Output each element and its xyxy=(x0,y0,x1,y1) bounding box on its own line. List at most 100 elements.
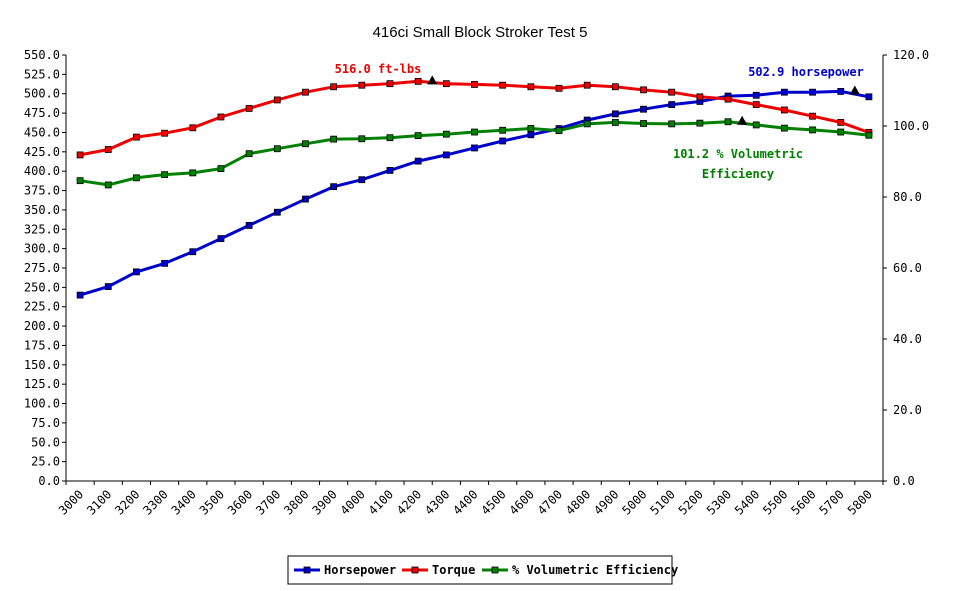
x-tick-label: 4700 xyxy=(535,487,565,517)
y-right-tick-label: 20.0 xyxy=(893,403,922,417)
series-point xyxy=(414,77,422,85)
series-point xyxy=(668,101,676,108)
series-point xyxy=(358,135,366,143)
y-left-tick-label: 175.0 xyxy=(24,338,60,352)
x-tick-label: 5600 xyxy=(788,487,818,517)
series-point xyxy=(414,157,422,165)
series-point xyxy=(76,177,84,185)
x-tick-label: 5200 xyxy=(676,487,706,517)
y-left-tick-label: 25.0 xyxy=(31,455,60,469)
series-point xyxy=(809,88,816,96)
x-tick-label: 4400 xyxy=(450,487,480,517)
x-tick-label: 3700 xyxy=(253,487,283,517)
annotation-label: 516.0 ft-lbs xyxy=(335,62,422,76)
series-point xyxy=(386,167,394,174)
series-point xyxy=(837,88,845,95)
x-tick-label: 3900 xyxy=(309,487,339,517)
axes: 0.0 25.0 50.0 75.0 100.0 125.0 150.0 175.0 200.0… xyxy=(24,48,929,518)
legend-swatch-marker xyxy=(411,566,419,574)
series-point xyxy=(809,112,816,120)
series-point xyxy=(217,165,225,173)
x-tick-label: 4300 xyxy=(422,487,452,517)
series-line xyxy=(79,89,870,297)
x-tick-label: 3200 xyxy=(112,487,142,517)
series-point xyxy=(611,119,619,126)
legend-item: Torque xyxy=(402,563,475,577)
series-point xyxy=(499,126,507,134)
legend-box xyxy=(287,555,673,585)
series-point xyxy=(189,124,197,132)
series-point xyxy=(640,120,647,127)
series-point xyxy=(640,105,647,113)
series-layer xyxy=(76,77,873,299)
y-right-tick-label: 0.0 xyxy=(893,474,915,488)
series-point xyxy=(865,93,873,101)
x-tick-label: 4600 xyxy=(507,487,537,517)
legend-swatch-marker xyxy=(303,566,311,574)
x-tick-label: 3400 xyxy=(169,487,199,517)
x-tick-label: 5000 xyxy=(619,487,649,517)
y-left-tick-label: 550.0 xyxy=(24,48,60,62)
legend-label: Horsepower xyxy=(324,563,396,577)
x-tick-label: 3000 xyxy=(56,487,86,517)
y-left-tick-label: 100.0 xyxy=(24,397,60,411)
x-tick-label: 3500 xyxy=(197,487,227,517)
annotation-marker xyxy=(737,115,748,125)
series-point xyxy=(499,81,507,89)
y-left-tick-label: 200.0 xyxy=(24,319,60,333)
series-point xyxy=(104,283,112,290)
series-point xyxy=(302,195,309,203)
y-right-tick-label: 60.0 xyxy=(893,261,922,275)
y-left-tick-label: 450.0 xyxy=(24,125,60,139)
series-point xyxy=(104,146,112,153)
x-tick-label: 3600 xyxy=(225,487,255,517)
series-point xyxy=(161,129,169,137)
y-left-tick-label: 225.0 xyxy=(24,300,60,314)
y-left-tick-label: 50.0 xyxy=(31,435,60,449)
series-2 xyxy=(76,118,873,189)
y-right-tick-label: 40.0 xyxy=(893,332,922,346)
series-point xyxy=(104,181,112,189)
series-line xyxy=(79,79,870,157)
series-point xyxy=(442,80,450,88)
y-left-tick-label: 475.0 xyxy=(24,106,60,120)
series-point xyxy=(527,131,535,139)
x-tick-label: 4500 xyxy=(478,487,508,517)
x-tick-label: 5500 xyxy=(760,487,790,517)
series-point xyxy=(809,126,816,134)
x-tick-label: 5700 xyxy=(817,487,847,517)
annotation-layer: 516.0 ft-lbs 502.9 horsepower 101.2 % Volu… xyxy=(335,62,864,181)
legend-item: Horsepower xyxy=(294,563,396,577)
y-right-tick-label: 100.0 xyxy=(893,119,929,133)
series-point xyxy=(245,105,253,112)
series-point xyxy=(555,127,563,135)
series-point xyxy=(330,135,338,143)
series-point xyxy=(780,106,788,114)
series-point xyxy=(724,118,732,126)
series-point xyxy=(752,121,760,129)
x-tick-label: 5800 xyxy=(845,487,875,517)
y-left-tick-label: 150.0 xyxy=(24,358,60,372)
x-tick-label: 5300 xyxy=(704,487,734,517)
series-point xyxy=(217,113,225,121)
y-left-tick-label: 525.0 xyxy=(24,67,60,81)
y-left-tick-label: 0.0 xyxy=(38,474,60,488)
series-point xyxy=(583,81,591,89)
y-left-tick-label: 400.0 xyxy=(24,164,60,178)
x-tick-label: 3300 xyxy=(140,487,170,517)
series-point xyxy=(696,119,704,127)
series-point xyxy=(386,134,394,142)
series-point xyxy=(245,150,253,158)
series-point xyxy=(330,183,338,191)
series-point xyxy=(442,151,450,159)
series-point xyxy=(161,259,169,267)
series-point xyxy=(865,131,873,139)
series-point xyxy=(611,110,619,118)
series-point xyxy=(302,140,309,148)
annotation-label-line2: Efficiency xyxy=(702,167,774,181)
series-point xyxy=(724,95,732,103)
series-point xyxy=(471,81,478,88)
series-point xyxy=(583,120,591,128)
